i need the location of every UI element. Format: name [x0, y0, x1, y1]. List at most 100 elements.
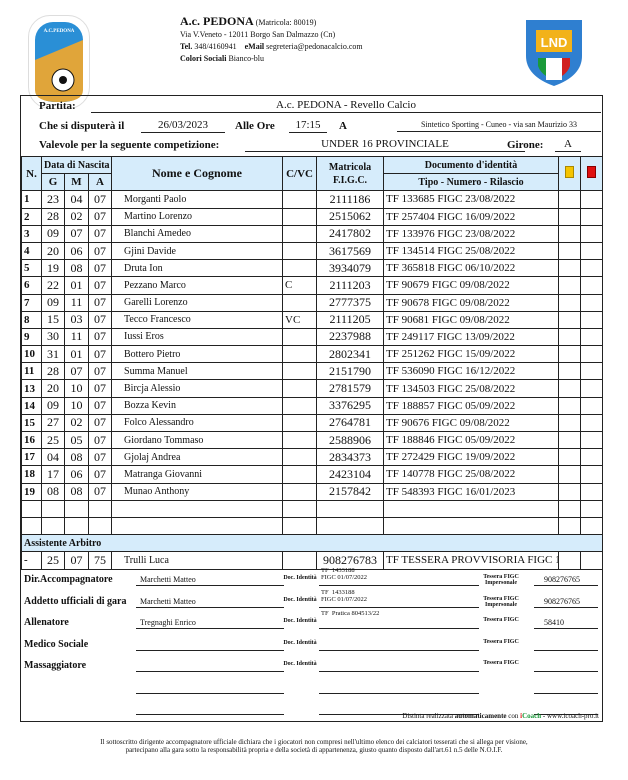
birth-month: 08 [64, 448, 89, 467]
id-document: TF 134503 FIGC 25/08/2022 [383, 379, 560, 398]
staff-doc-field[interactable] [319, 617, 479, 629]
colors: Bianco-blu [228, 54, 264, 63]
captain-role [282, 293, 318, 312]
yellow-card-cell [558, 259, 582, 278]
player-name: Trulli Luca [111, 551, 284, 570]
assistant-section-row: Assistente Arbitro [20, 534, 604, 553]
yellow-card-cell [558, 482, 582, 501]
matricola: 2151790 [316, 362, 385, 381]
player-name: Matranga Giovanni [111, 465, 284, 484]
brand-rest: Coach [522, 712, 542, 720]
birth-month: 08 [64, 482, 89, 501]
birth-month: 03 [64, 310, 89, 329]
birth-day [41, 516, 65, 536]
matricola: 908276783 [316, 551, 385, 570]
staff-role: Massaggiatore [24, 660, 87, 671]
row-number: 3 [21, 224, 42, 243]
red-card-cell [580, 448, 604, 467]
birth-month: 06 [64, 241, 89, 261]
col-birth-header: Data di Nascita [40, 155, 113, 175]
player-row: 14 09 10 07 Bozza Kevin 3376295 TF 188857 FIGC… [21, 396, 604, 415]
staff-name-field[interactable]: Marchetti Matteo [136, 574, 284, 586]
staff-tessera-field[interactable] [534, 660, 598, 672]
partita-label: Partita: [39, 100, 76, 112]
staff-name-field[interactable]: Marchetti Matteo [136, 596, 284, 608]
declaration-note: Il sottoscritto dirigente accompagnatore… [0, 738, 628, 754]
matricola: 2111205 [316, 310, 385, 329]
id-document: TF 140778 FIGC 25/08/2022 [383, 465, 560, 484]
player-row: 4 20 06 07 Gjini Davide 3617569 TF 134514 FIGC… [21, 241, 604, 261]
birth-day: 28 [41, 207, 65, 226]
staff-tessera-field[interactable]: 908276765 [534, 596, 598, 608]
staff-doc-field[interactable] [319, 660, 479, 672]
staff-name-field[interactable] [136, 660, 284, 672]
player-name: Martino Lorenzo [111, 207, 284, 226]
partita-value: A.c. PEDONA - Revello Calcio [91, 99, 601, 113]
row-number: 4 [21, 241, 42, 261]
red-card-cell [580, 551, 604, 570]
staff-doc-field[interactable] [319, 596, 479, 608]
red-card-cell [580, 362, 604, 381]
tessera-label: Tessera FIGC Impersonale [483, 574, 519, 586]
matricola: 3376295 [316, 396, 385, 415]
captain-role [282, 465, 318, 484]
lnd-logo: LND [522, 16, 586, 93]
player-row: 13 20 10 07 Bircja Alessio 2781579 TF 134503 F… [21, 379, 604, 398]
red-card-icon [587, 166, 597, 179]
time-value: 17:15 [289, 119, 327, 133]
red-card-cell [580, 310, 604, 329]
staff-name-field[interactable] [136, 639, 284, 651]
tel-label: Tel. [180, 42, 193, 51]
birth-month: 07 [64, 551, 89, 570]
id-document [383, 499, 560, 518]
birth-month: 01 [64, 276, 89, 295]
row-number: 2 [21, 207, 42, 226]
id-document: TF 249117 FIGC 13/09/2022 [383, 327, 560, 347]
row-number: 18 [21, 465, 42, 484]
red-card-cell [580, 327, 604, 347]
col-matricola-header: Matricola F.I.G.C. [316, 155, 385, 192]
matricola: 2157842 [316, 482, 385, 501]
birth-year: 07 [87, 362, 113, 381]
staff-tessera-field[interactable]: 908276765 [534, 574, 598, 586]
yellow-card-header [558, 155, 582, 192]
id-document: TF 90676 FIGC 09/08/2022 [383, 413, 560, 433]
birth-year: 75 [87, 551, 113, 570]
extra-doc-field[interactable] [319, 703, 479, 715]
staff-doc-field[interactable] [319, 574, 479, 586]
empty-row [21, 499, 604, 518]
yellow-card-cell [558, 430, 582, 450]
red-card-cell [580, 430, 604, 450]
row-number: 19 [21, 482, 42, 501]
staff-doc-value: TF Pratica 804513/22 [321, 610, 380, 617]
assistant-section-label: Assistente Arbitro [20, 534, 604, 553]
extra-name-field[interactable] [136, 703, 284, 715]
competition-value: UNDER 16 PROVINCIALE [245, 138, 525, 152]
extra-tessera-field[interactable] [534, 703, 598, 715]
player-name: Tecco Francesco [111, 310, 284, 329]
birth-day: 27 [41, 413, 65, 433]
staff-doc-field[interactable] [319, 639, 479, 651]
id-document: TF 133685 FIGC 23/08/2022 [383, 190, 560, 209]
extra-tessera-field[interactable] [534, 682, 598, 694]
player-name: Morganti Paolo [111, 190, 284, 209]
yellow-card-cell [558, 379, 582, 398]
id-document: TF 188846 FIGC 05/09/2022 [383, 430, 560, 450]
matricola: 2781579 [316, 379, 385, 398]
id-document: TF 536090 FIGC 16/12/2022 [383, 362, 560, 381]
staff-tessera-field[interactable] [534, 639, 598, 651]
birth-month: 10 [64, 379, 89, 398]
yellow-card-cell [558, 207, 582, 226]
player-row: 1 23 04 07 Morganti Paolo 2111186 TF 133685 FI… [21, 190, 604, 209]
yellow-card-cell [558, 241, 582, 261]
staff-tessera-field[interactable]: 58410 [534, 617, 598, 629]
birth-day: 22 [41, 276, 65, 295]
staff-role: Medico Sociale [24, 638, 89, 650]
birth-month: 11 [64, 327, 89, 347]
birth-day: 08 [41, 482, 65, 501]
staff-name-field[interactable]: Tregnaghi Enrico [136, 617, 284, 629]
player-row: 15 27 02 07 Folco Alessandro 2764781 TF 90676 … [21, 413, 604, 433]
extra-name-field[interactable] [136, 682, 284, 694]
extra-doc-field[interactable] [319, 682, 479, 694]
col-n-header: N. [21, 155, 42, 192]
